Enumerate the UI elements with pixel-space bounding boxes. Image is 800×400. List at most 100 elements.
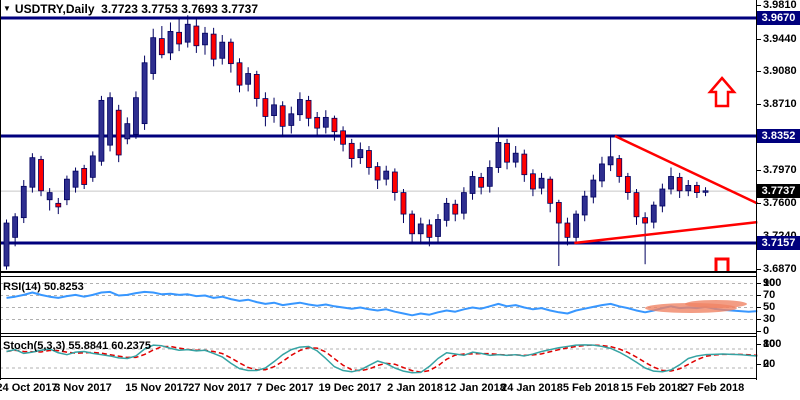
horizontal-level-line[interactable] bbox=[0, 16, 757, 20]
candle-body-bull bbox=[89, 155, 96, 178]
candle-body-bear bbox=[210, 33, 217, 60]
candle bbox=[279, 101, 286, 138]
candle-body-bear bbox=[374, 166, 381, 181]
stoch-label: Stoch(5,3,3) 55.8841 60.2375 bbox=[3, 340, 152, 352]
date-tick-label: 15 Nov 2017 bbox=[125, 382, 189, 394]
candle bbox=[366, 146, 372, 175]
candle bbox=[417, 217, 424, 245]
axis-tick-mark bbox=[756, 364, 761, 365]
candle-body-bull bbox=[29, 157, 36, 188]
candle bbox=[124, 117, 131, 145]
candle-body-bear bbox=[564, 222, 571, 238]
candle bbox=[115, 104, 122, 163]
rsi-panel[interactable] bbox=[0, 277, 758, 333]
candle bbox=[55, 197, 62, 215]
candle-body-bull bbox=[297, 99, 303, 116]
candle-body-bear bbox=[409, 213, 416, 235]
candle-body-bull bbox=[46, 192, 53, 201]
candle bbox=[443, 197, 450, 227]
trendline-ascending-support[interactable] bbox=[574, 220, 758, 245]
candle-body-bull bbox=[184, 23, 191, 43]
indicator-tick-label: 70 bbox=[763, 289, 776, 301]
price-tick-label: 3.9080 bbox=[763, 65, 797, 77]
horizontal-level-line[interactable] bbox=[0, 134, 757, 138]
candle bbox=[305, 95, 312, 127]
candle bbox=[271, 97, 277, 123]
indicator-tick-label: 50 bbox=[763, 301, 776, 313]
candle-body-bear bbox=[262, 98, 269, 117]
stoch-d-line bbox=[6, 344, 758, 373]
candle-body-bull bbox=[581, 195, 588, 216]
candle bbox=[288, 106, 295, 134]
candle bbox=[262, 92, 269, 127]
candle bbox=[202, 26, 208, 55]
date-tick-label: 19 Dec 2017 bbox=[318, 382, 382, 394]
candle-body-bear bbox=[81, 168, 88, 185]
candle-body-bull bbox=[495, 142, 502, 168]
price-tick-label: 3.6870 bbox=[763, 263, 797, 275]
candle-body-bear bbox=[176, 31, 183, 45]
candle bbox=[435, 214, 441, 243]
date-tick-label: 27 Nov 2017 bbox=[188, 382, 252, 394]
candle-body-bull bbox=[141, 62, 148, 125]
rsi-line bbox=[6, 290, 758, 317]
candle bbox=[64, 175, 70, 206]
indicator-tick-label: 90 bbox=[763, 277, 776, 289]
candle-body-bull bbox=[271, 104, 277, 116]
rsi-panel-bottom-border[interactable] bbox=[0, 333, 757, 334]
stoch-panel[interactable] bbox=[0, 337, 758, 378]
candle bbox=[530, 169, 536, 197]
candle bbox=[314, 112, 321, 136]
candle-body-bull bbox=[668, 176, 674, 190]
candle-body-bear bbox=[676, 176, 683, 192]
stoch-k-line bbox=[6, 344, 758, 374]
up-arrow-icon[interactable] bbox=[707, 76, 737, 108]
candle-body-bull bbox=[486, 167, 493, 187]
candle bbox=[383, 165, 390, 186]
stoch-panel-top-border[interactable] bbox=[0, 336, 757, 337]
candle-body-bull bbox=[20, 185, 27, 219]
candle-body-bear bbox=[426, 224, 433, 238]
axis-tick-mark bbox=[756, 104, 761, 105]
candle bbox=[547, 176, 554, 213]
candle bbox=[581, 190, 588, 222]
candle bbox=[340, 126, 346, 152]
indicator-tick-label: 20 bbox=[763, 358, 776, 370]
candle-body-bear bbox=[314, 116, 321, 129]
candle-body-bull bbox=[702, 190, 709, 193]
rsi-highlight[interactable] bbox=[685, 300, 747, 308]
trendline-descending-resistance[interactable] bbox=[614, 134, 758, 205]
candle-body-bull bbox=[124, 123, 131, 140]
price-axis-border bbox=[756, 0, 757, 380]
candle bbox=[176, 18, 183, 52]
candle bbox=[590, 174, 597, 204]
candle bbox=[184, 15, 191, 48]
axis-tick-mark bbox=[756, 344, 761, 345]
candle bbox=[504, 138, 510, 170]
candle-body-bull bbox=[383, 170, 390, 180]
axis-tick-mark bbox=[756, 71, 761, 72]
axis-tick-mark bbox=[756, 5, 761, 6]
candle bbox=[694, 181, 700, 198]
candle-body-bull bbox=[573, 213, 579, 238]
symbol-dropdown-icon[interactable]: ▼ bbox=[3, 4, 11, 13]
price-chart-canvas[interactable] bbox=[0, 0, 758, 273]
candle-body-bull bbox=[107, 97, 113, 146]
horizontal-level-line[interactable] bbox=[0, 241, 757, 245]
date-tick-label: 7 Dec 2017 bbox=[256, 382, 314, 394]
candle-body-bull bbox=[72, 170, 79, 188]
candle bbox=[331, 115, 338, 141]
candle-body-bear bbox=[227, 41, 234, 65]
stoch-panel-bottom-border[interactable] bbox=[0, 378, 757, 379]
candle-body-bear bbox=[642, 217, 649, 224]
open-rect-icon[interactable] bbox=[714, 257, 730, 273]
axis-tick-mark bbox=[756, 269, 761, 270]
candle-body-bull bbox=[590, 179, 597, 198]
candle-body-bear bbox=[504, 142, 510, 163]
date-tick-label: 24 Oct 2017 bbox=[0, 382, 58, 394]
candle-body-bull bbox=[12, 216, 19, 238]
candle-body-bear bbox=[348, 142, 355, 159]
rsi-panel-top-border[interactable] bbox=[0, 276, 757, 277]
level-price-badge: 3.8352 bbox=[757, 129, 800, 143]
